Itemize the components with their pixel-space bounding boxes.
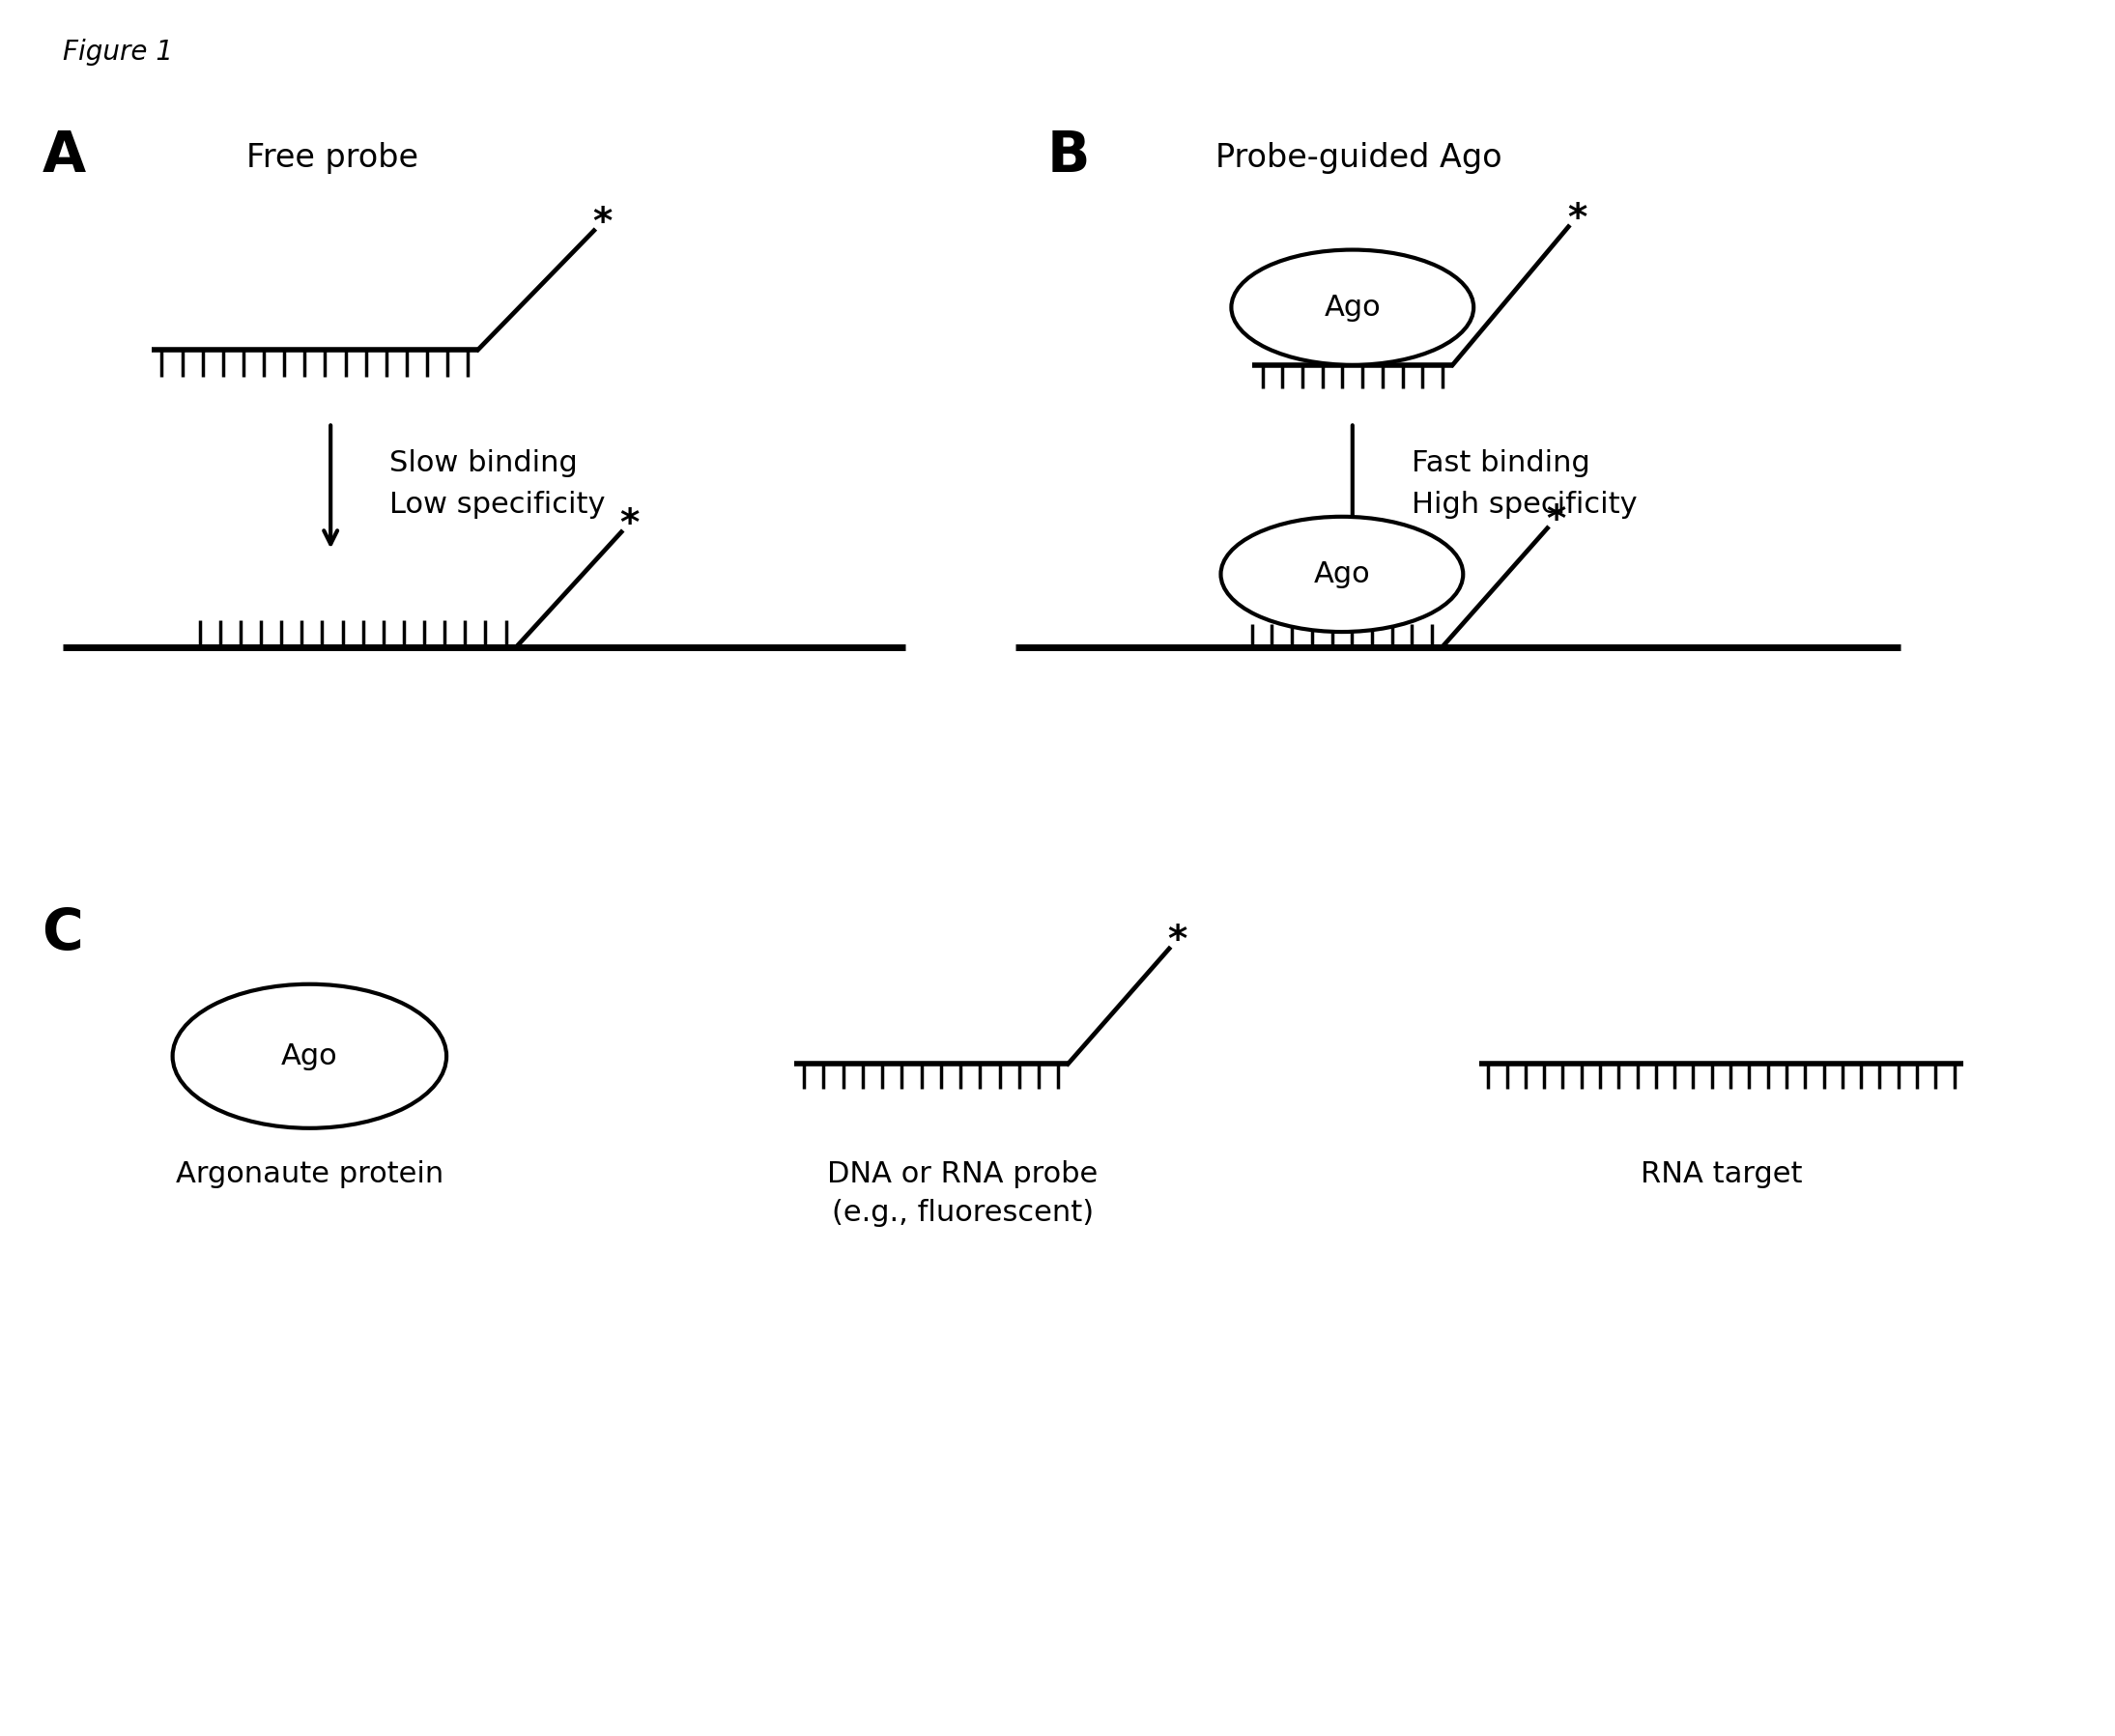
Ellipse shape (173, 984, 446, 1128)
Ellipse shape (1220, 517, 1464, 632)
Text: *: * (1546, 502, 1565, 538)
Text: C: C (42, 906, 82, 962)
Text: DNA or RNA probe
(e.g., fluorescent): DNA or RNA probe (e.g., fluorescent) (827, 1160, 1098, 1227)
Ellipse shape (1231, 250, 1474, 365)
Text: Ago: Ago (281, 1042, 338, 1069)
Text: *: * (1167, 922, 1187, 960)
Text: RNA target: RNA target (1641, 1160, 1802, 1187)
Text: *: * (1567, 201, 1586, 238)
Text: B: B (1047, 128, 1089, 184)
Text: Probe-guided Ago: Probe-guided Ago (1216, 142, 1502, 174)
Text: Slow binding
Low specificity: Slow binding Low specificity (389, 450, 605, 519)
Text: *: * (620, 505, 639, 543)
Text: Figure 1: Figure 1 (63, 38, 173, 66)
Text: *: * (592, 205, 611, 241)
Text: Ago: Ago (1313, 561, 1371, 589)
Text: Free probe: Free probe (245, 142, 419, 174)
Text: Argonaute protein: Argonaute protein (176, 1160, 444, 1187)
Text: A: A (42, 128, 85, 184)
Text: Fast binding
High specificity: Fast binding High specificity (1411, 450, 1637, 519)
Text: Ago: Ago (1324, 293, 1381, 321)
